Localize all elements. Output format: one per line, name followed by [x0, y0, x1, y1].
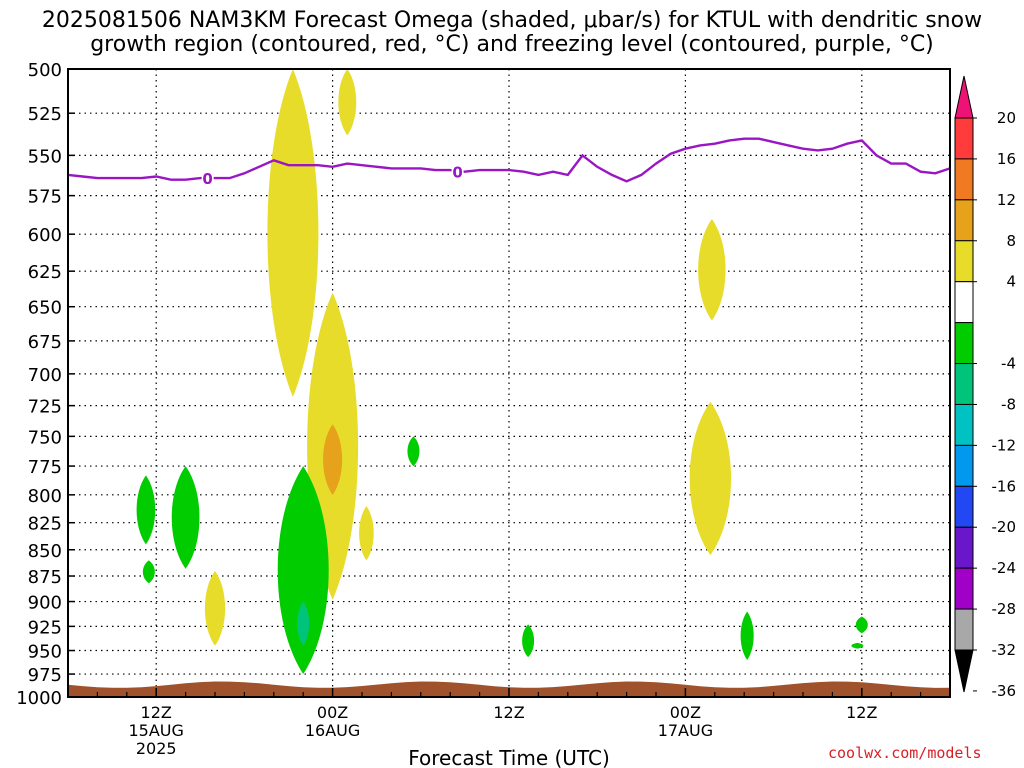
omega-region-positive — [338, 69, 357, 136]
colorbar-label: -24 — [992, 559, 1017, 577]
colorbar-label: -16 — [992, 477, 1017, 495]
colorbar-band — [954, 608, 974, 651]
colorbar-band — [954, 363, 974, 405]
colorbar-band — [954, 567, 974, 610]
omega-region-negative — [740, 611, 754, 661]
y-tick-label: 650 — [28, 298, 62, 319]
contour-label-bg — [451, 162, 464, 181]
contour-label-bg — [201, 169, 214, 188]
omega-region-negative — [171, 466, 200, 569]
y-tick-label: 500 — [28, 60, 62, 81]
omega-region-negative — [277, 466, 329, 675]
omega-region-positive — [698, 218, 726, 321]
grid-layer — [68, 69, 950, 697]
freezing-level-contour-label: 0 — [202, 170, 212, 188]
freezing-level-contour-label: 0 — [452, 164, 462, 182]
chart-title-line-2: growth region (contoured, red, °C) and f… — [90, 32, 934, 57]
colorbar-band — [954, 281, 974, 324]
freezing-level-line — [68, 137, 950, 183]
colorbar-band — [954, 444, 974, 487]
y-tick-label: 725 — [28, 397, 62, 418]
y-tick-label: 675 — [28, 332, 62, 353]
colorbar-label: -12 — [992, 436, 1017, 454]
y-tick-label: 625 — [28, 262, 62, 283]
colorbar-bottom-arrow — [954, 649, 974, 693]
omega-region-positive — [323, 424, 343, 495]
omega-region-negative — [407, 436, 420, 467]
credit-text: coolwx.com/models — [828, 744, 982, 762]
y-tick-label: 600 — [28, 225, 62, 246]
y-tick-label: 525 — [28, 104, 62, 125]
x-tick-label: 12Z — [846, 703, 877, 722]
x-tick-date: 16AUG — [305, 721, 360, 740]
colorbar-band — [954, 158, 974, 201]
colorbar-label: -8 — [1001, 395, 1016, 413]
x-tick-label: 12Z — [141, 703, 172, 722]
x-axis-title: Forecast Time (UTC) — [408, 746, 610, 768]
y-tick-label: 825 — [28, 514, 62, 535]
colorbar-band — [954, 240, 974, 283]
y-tick-label: 550 — [28, 146, 62, 167]
x-tick-date: 15AUG — [128, 721, 183, 740]
x-tick-date: 17AUG — [658, 721, 713, 740]
colorbar-label: 8 — [1006, 232, 1016, 250]
x-tick-label: 00Z — [317, 703, 348, 722]
omega-region-negative — [142, 560, 155, 584]
colorbar-band — [954, 526, 974, 569]
chart-title-line-1: 2025081506 NAM3KM Forecast Omega (shaded… — [41, 8, 983, 33]
y-tick-label: 1000 — [16, 688, 62, 709]
omega-region-negative — [297, 601, 310, 646]
omega-region-negative — [136, 475, 156, 545]
y-tick-label: 775 — [28, 457, 62, 478]
colorbar-band — [954, 322, 974, 365]
y-tick-label: 975 — [28, 665, 62, 686]
omega-region-negative — [522, 624, 535, 658]
colorbar-label: -4 — [1001, 355, 1016, 373]
y-tick-label: 925 — [28, 617, 62, 638]
colorbar-label: -20 — [992, 518, 1017, 536]
colorbar: 20 16 12 8 4 -4 -8 -12 -16 -20 -24 -28 -32 -36 — [954, 75, 1017, 700]
colorbar-label: 12 — [997, 191, 1016, 209]
omega-region-negative — [855, 616, 868, 634]
y-tick-label: 700 — [28, 365, 62, 386]
omega-region-negative — [851, 642, 864, 649]
y-tick-label: 750 — [28, 427, 62, 448]
colorbar-label: 4 — [1006, 273, 1016, 291]
y-tick-label: 850 — [28, 541, 62, 562]
omega-region-positive — [359, 506, 374, 561]
y-tick-label: 800 — [28, 486, 62, 507]
x-tick-label: 12Z — [493, 703, 524, 722]
omega-region-positive — [689, 401, 732, 556]
colorbar-band — [954, 485, 974, 528]
y-axis: 500 525 550 575 600 625 650 675 700 725 750 775 800 8… — [16, 60, 75, 709]
y-tick-label: 900 — [28, 593, 62, 614]
colorbar-band — [954, 403, 974, 446]
colorbar-label: -32 — [992, 641, 1017, 659]
x-tick-year: 2025 — [136, 739, 177, 758]
y-tick-label: 575 — [28, 187, 62, 208]
colorbar-label: -36 — [992, 682, 1017, 700]
y-tick-label: 950 — [28, 642, 62, 663]
colorbar-band — [954, 117, 974, 160]
omega-shading-layer — [136, 69, 868, 675]
colorbar-label: -28 — [992, 600, 1017, 618]
y-tick-label: 875 — [28, 567, 62, 588]
omega-region-positive — [267, 69, 319, 397]
omega-region-positive — [204, 570, 226, 646]
x-tick-label: 00Z — [670, 703, 701, 722]
colorbar-label: 16 — [997, 150, 1016, 168]
colorbar-top-arrow — [954, 75, 974, 119]
colorbar-band — [954, 199, 974, 242]
colorbar-label: 20 — [997, 109, 1016, 127]
